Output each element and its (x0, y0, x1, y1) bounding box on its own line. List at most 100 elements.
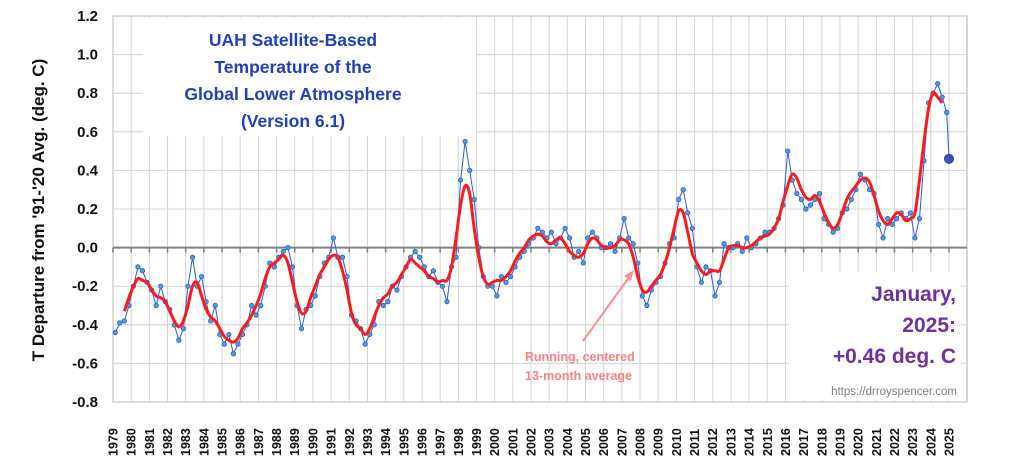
monthly-data-point (689, 225, 695, 231)
monthly-data-point (298, 326, 305, 332)
monthly-data-point (235, 341, 241, 347)
latest-box-background (789, 272, 961, 400)
monthly-data-point (385, 299, 391, 305)
monthly-data-point (494, 293, 500, 299)
y-tick-label: -0.8 (72, 394, 98, 411)
monthly-data-point (158, 283, 164, 289)
y-tick-label: 0.4 (77, 162, 99, 179)
monthly-data-point (721, 241, 727, 247)
x-tick-label: 1994 (379, 428, 393, 456)
monthly-data-point (698, 279, 704, 285)
monthly-data-point (580, 260, 586, 266)
monthly-data-point (676, 196, 682, 202)
monthly-data-point (685, 210, 691, 216)
title-box-background (143, 18, 476, 136)
monthly-data-point (762, 229, 768, 235)
latest-label-line: +0.46 deg. C (833, 345, 956, 368)
monthly-data-point (894, 216, 900, 222)
monthly-data-point (567, 235, 573, 241)
monthly-data-point (785, 148, 791, 154)
monthly-data-point (939, 94, 945, 100)
monthly-data-point (548, 229, 555, 235)
x-tick-label: 1986 (234, 428, 248, 456)
x-tick-label: 1985 (216, 428, 230, 456)
monthly-data-point (644, 302, 650, 309)
monthly-data-point (362, 341, 368, 347)
x-tick-label: 2003 (543, 428, 557, 456)
y-tick-label: -0.4 (72, 317, 99, 334)
monthly-data-point (626, 235, 632, 241)
x-tick-label: 1991 (325, 428, 339, 456)
x-tick-label: 2020 (852, 428, 866, 456)
monthly-data-point (462, 138, 468, 145)
latest-data-point (944, 153, 954, 164)
x-tick-label: 2016 (779, 428, 793, 456)
monthly-data-point (135, 264, 141, 270)
x-tick-label: 1989 (288, 428, 302, 456)
monthly-data-point (380, 302, 386, 309)
monthly-data-point (330, 235, 336, 241)
title-line: Global Lower Atmosphere (184, 84, 401, 104)
x-tick-label: 1995 (397, 428, 411, 456)
monthly-data-point (630, 241, 636, 247)
monthly-data-point (417, 254, 423, 260)
x-tick-label: 2014 (743, 428, 757, 456)
monthly-data-point (176, 337, 182, 343)
title-line: Temperature of the (214, 57, 371, 77)
x-tick-label: 2001 (506, 428, 520, 456)
monthly-data-point (185, 283, 191, 289)
monthly-data-point (830, 229, 836, 235)
monthly-data-point (621, 216, 627, 222)
y-tick-label: 0.2 (77, 201, 98, 218)
x-tick-label: 2009 (652, 428, 666, 456)
monthly-data-point (585, 235, 591, 241)
monthly-data-point (339, 254, 346, 260)
x-tick-label: 1997 (434, 428, 448, 456)
monthly-data-point (221, 341, 227, 347)
monthly-data-point (212, 302, 218, 309)
x-tick-label: 2021 (870, 428, 884, 456)
monthly-data-point (875, 221, 882, 228)
x-tick-label: 1993 (361, 428, 375, 456)
monthly-data-point (712, 293, 718, 299)
x-tick-label: 1982 (161, 428, 175, 456)
monthly-data-point (248, 302, 255, 309)
monthly-data-point (803, 206, 809, 212)
x-tick-label: 2010 (670, 428, 684, 456)
monthly-data-point (412, 248, 418, 255)
y-tick-label: -0.2 (72, 278, 98, 295)
x-tick-label: 1983 (179, 428, 193, 456)
monthly-data-point (944, 109, 950, 116)
running-label-line: Running, centered (525, 350, 635, 364)
monthly-data-point (189, 254, 196, 260)
x-tick-label: 2012 (706, 428, 720, 456)
x-tick-label: 2005 (579, 428, 593, 456)
monthly-data-point (312, 293, 318, 299)
latest-value-annotation: January, 2025: +0.46 deg. C (833, 283, 956, 368)
monthly-data-point (816, 190, 823, 197)
monthly-data-point (744, 235, 750, 241)
y-tick-label: 1.0 (77, 47, 98, 64)
source-url[interactable]: https://drroyspencer.com (831, 386, 957, 398)
x-tick-label: 1996 (415, 428, 429, 456)
monthly-data-point (857, 171, 864, 177)
monthly-data-point (280, 248, 286, 255)
x-tick-label: 2015 (761, 428, 775, 456)
monthly-data-point (848, 196, 854, 202)
x-tick-label: 2000 (488, 428, 502, 456)
x-tick-label: 1979 (107, 428, 121, 456)
x-tick-label: 2013 (724, 428, 738, 456)
monthly-data-point (471, 196, 477, 202)
monthly-data-point (198, 273, 205, 280)
monthly-data-point (798, 196, 804, 202)
y-tick-label: 0.0 (77, 240, 98, 257)
x-tick-label: 2025 (943, 428, 957, 456)
x-tick-label: 2011 (688, 429, 702, 456)
monthly-data-point (507, 273, 514, 280)
monthly-data-point (880, 235, 886, 241)
monthly-data-point (285, 245, 291, 251)
x-tick-label: 1998 (452, 428, 466, 456)
y-tick-labels: 1.2 1.0 0.8 0.6 0.4 0.2 0.0 -0.2 -0.4 -0.6 -0.8 (72, 8, 99, 411)
monthly-data-point (289, 264, 296, 270)
